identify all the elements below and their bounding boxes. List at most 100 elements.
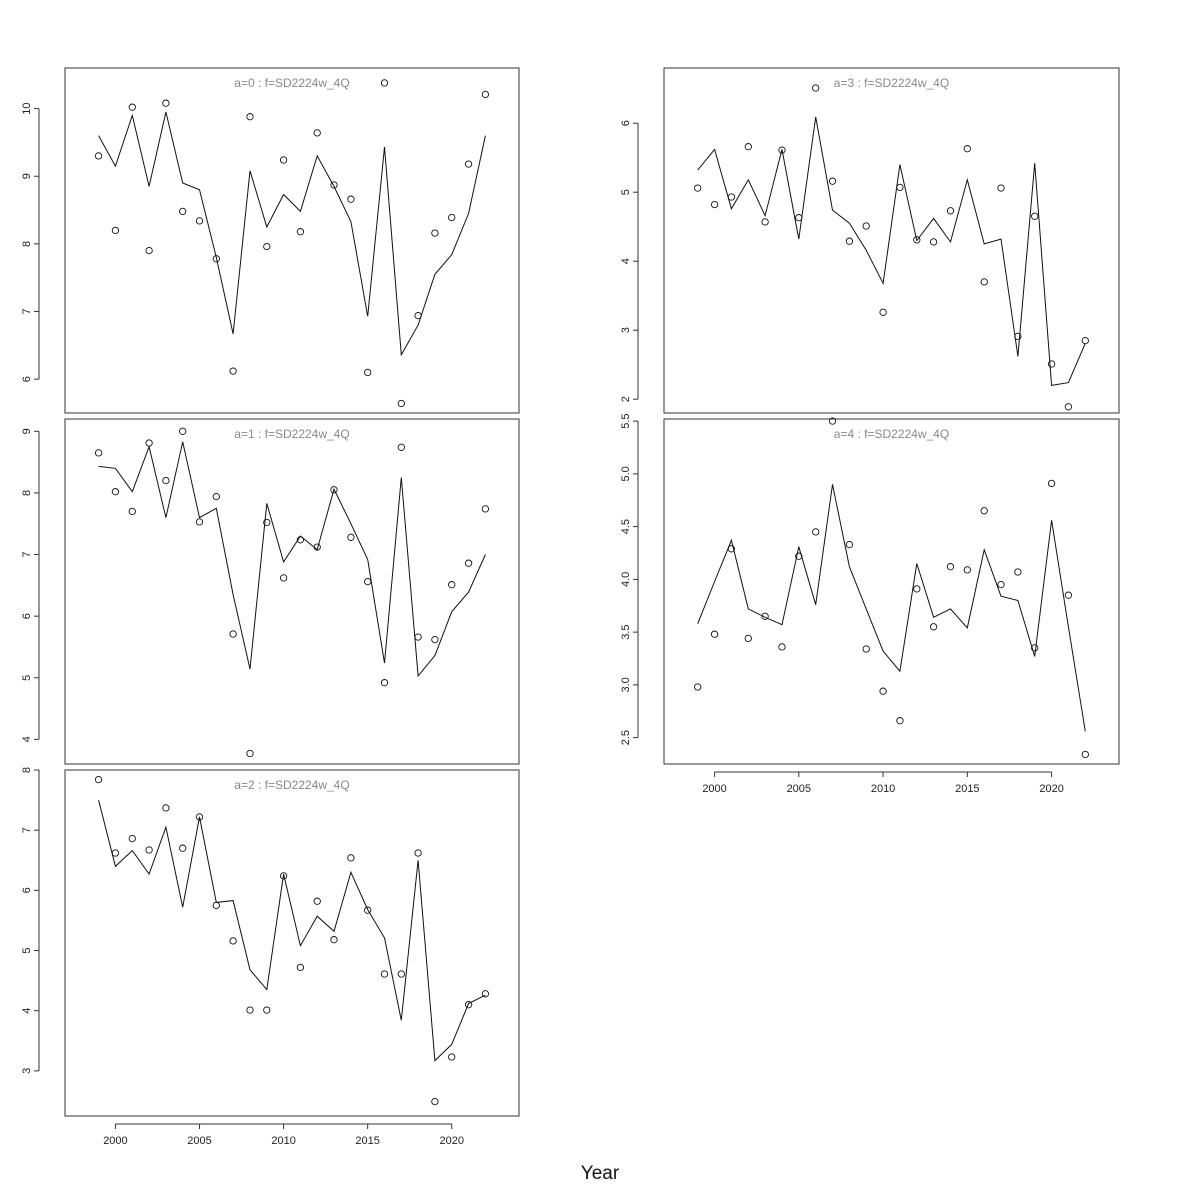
y-tick-label: 7 <box>21 551 33 557</box>
observed-point <box>212 492 220 501</box>
y-tick-label: 3 <box>21 1068 33 1074</box>
x-tick-label: 2010 <box>871 783 895 795</box>
observed-point <box>963 566 971 574</box>
observed-point <box>1064 403 1073 411</box>
y-tick-label: 2 <box>620 396 632 402</box>
panel-0: a=0 : f=SD2224w_4Q 6 7 8 9 10 <box>21 67 520 414</box>
observed-point <box>431 635 439 644</box>
observed-point <box>481 505 490 513</box>
observed-point <box>313 897 321 905</box>
observed-point <box>946 207 955 215</box>
observed-point <box>296 536 305 544</box>
observed-point <box>1031 212 1039 220</box>
x-tick-label: 2005 <box>187 1135 211 1147</box>
x-tick-label: 2000 <box>702 783 726 795</box>
panel-2: a=2 : f=SD2224w_4Q 3 4 5 6 7 8 2000 2005 2010 2015… <box>21 767 520 1147</box>
observed-point <box>397 399 405 408</box>
observed-point <box>980 507 988 515</box>
observed-point <box>195 518 204 526</box>
observed-point <box>778 146 786 154</box>
y-tick-label: 5.5 <box>620 413 632 428</box>
x-axis-label: Year <box>581 1163 620 1184</box>
plot-frame <box>64 769 520 1117</box>
observed-point <box>1081 750 1089 759</box>
observed-point <box>879 308 887 316</box>
observed-point <box>448 581 456 589</box>
observed-point <box>744 634 752 643</box>
observed-point <box>145 846 153 854</box>
observed-point <box>812 84 820 92</box>
observed-point <box>761 218 769 226</box>
x-tick-label: 2005 <box>787 783 811 795</box>
observed-point <box>414 633 422 641</box>
observed-point <box>946 563 955 571</box>
fitted-series-line <box>98 111 486 357</box>
observed-point <box>913 236 921 244</box>
observed-point <box>246 113 254 121</box>
observed-point <box>845 540 854 549</box>
panel-title: a=0 : f=SD2224w_4Q <box>234 76 349 90</box>
panel-title: a=1 : f=SD2224w_4Q <box>234 427 349 441</box>
observed-point <box>431 1097 439 1106</box>
observed-point <box>179 207 187 216</box>
panel-title: a=3 : f=SD2224w_4Q <box>834 76 949 90</box>
observed-point <box>980 278 988 286</box>
y-tick-label: 6 <box>21 613 33 619</box>
y-tick-label: 7 <box>21 827 33 833</box>
y-tick-label: 3.5 <box>620 624 632 639</box>
observed-point <box>347 195 355 203</box>
observed-point <box>229 630 237 638</box>
observed-point <box>313 129 321 137</box>
observed-point <box>179 427 187 435</box>
observed-point <box>128 103 136 111</box>
observed-point <box>1081 336 1089 345</box>
observed-point <box>128 507 136 516</box>
observed-point <box>963 145 971 153</box>
fitted-series-line <box>697 116 1086 386</box>
fitted-series-line <box>697 484 1086 732</box>
observed-point <box>380 970 389 978</box>
observed-point <box>929 623 938 631</box>
y-tick-label: 4.0 <box>620 572 632 587</box>
observed-point <box>1014 568 1022 576</box>
observed-point <box>1031 644 1039 652</box>
observed-point <box>330 486 338 494</box>
observed-point <box>464 160 473 168</box>
observed-point <box>330 181 338 189</box>
observed-point <box>111 849 120 857</box>
fitted-series-line <box>98 441 486 678</box>
y-tick-label: 6 <box>21 376 33 382</box>
observed-point <box>862 645 870 653</box>
y-tick-label: 4.5 <box>620 519 632 534</box>
observed-point <box>929 238 938 246</box>
x-tick-label: 2020 <box>439 1135 463 1147</box>
observed-point <box>380 79 389 87</box>
observed-point <box>778 643 786 651</box>
observed-point <box>727 545 736 553</box>
observed-point <box>195 813 204 821</box>
observed-point <box>845 237 854 245</box>
observed-point <box>448 1053 456 1061</box>
observed-point <box>694 683 702 691</box>
observed-point <box>414 311 422 320</box>
panel-3: a=3 : f=SD2224w_4Q 2 3 4 5 6 <box>620 67 1120 414</box>
y-tick-label: 8 <box>21 767 33 773</box>
observed-point <box>145 439 153 447</box>
observed-point <box>347 854 355 862</box>
y-tick-label: 9 <box>21 428 33 434</box>
observed-point <box>263 518 271 527</box>
y-tick-label: 2.5 <box>620 730 632 745</box>
observed-point <box>448 213 456 222</box>
y-tick-label: 3.0 <box>620 677 632 692</box>
observed-point <box>397 443 405 451</box>
observed-point <box>464 559 473 567</box>
panel-title: a=4 : f=SD2224w_4Q <box>834 427 949 441</box>
observed-point <box>380 679 389 687</box>
observed-point <box>397 970 405 978</box>
observed-point <box>162 99 170 107</box>
observed-point <box>296 228 305 236</box>
observed-point <box>481 90 490 99</box>
observed-point <box>812 528 820 536</box>
observed-point <box>263 1006 271 1014</box>
observed-point <box>94 449 103 457</box>
